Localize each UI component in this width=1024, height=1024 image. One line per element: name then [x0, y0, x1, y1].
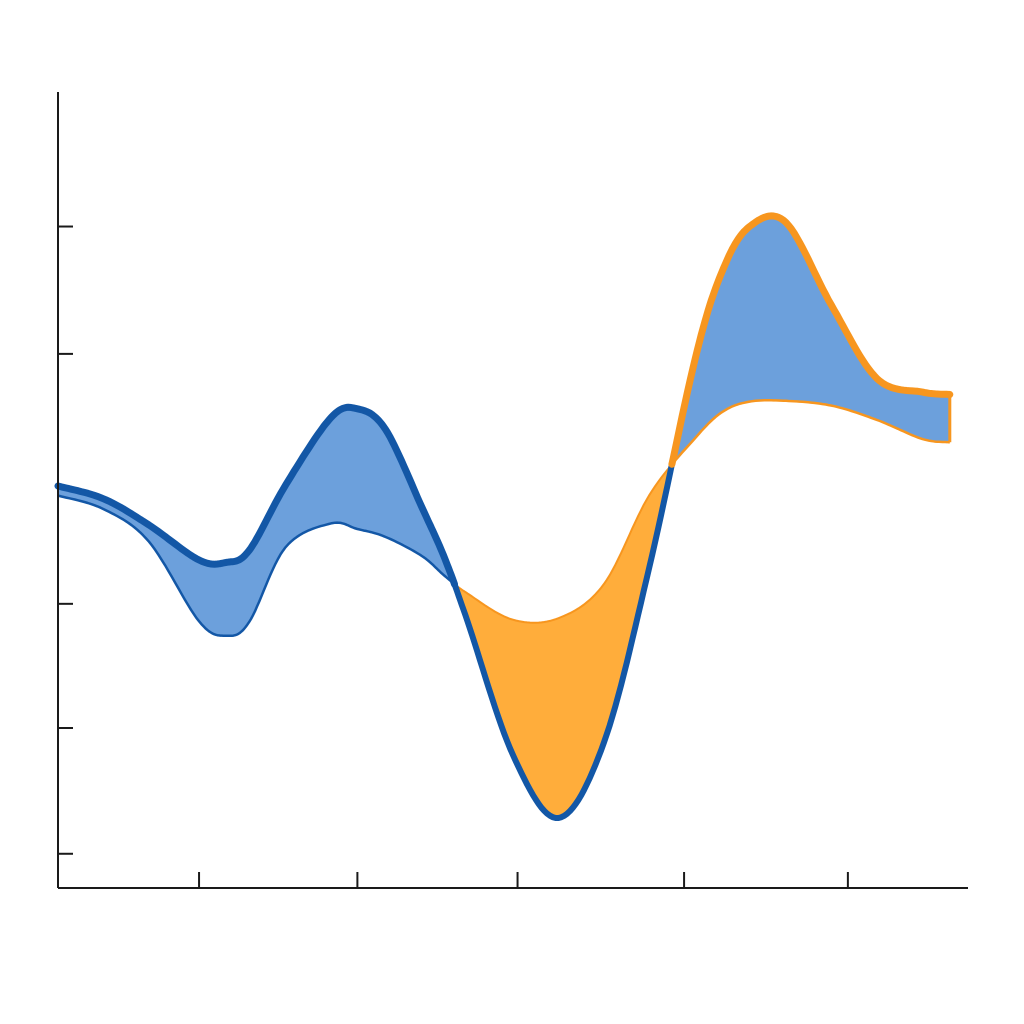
ticks: [58, 225, 849, 888]
series-b-edge-1: [453, 463, 673, 624]
band-fill-above-0: [58, 407, 455, 636]
series-a-edge-2: [668, 212, 954, 468]
band-edges: [54, 212, 954, 821]
series-b-edge-0: [57, 494, 456, 637]
series-a-edge-0: [54, 403, 458, 588]
series-a-edge-1: [451, 461, 675, 821]
axes: [57, 92, 968, 889]
band-fill-above-2: [671, 215, 950, 465]
series-b-edge-2: [670, 399, 951, 466]
band-fill-below-1: [454, 464, 672, 818]
